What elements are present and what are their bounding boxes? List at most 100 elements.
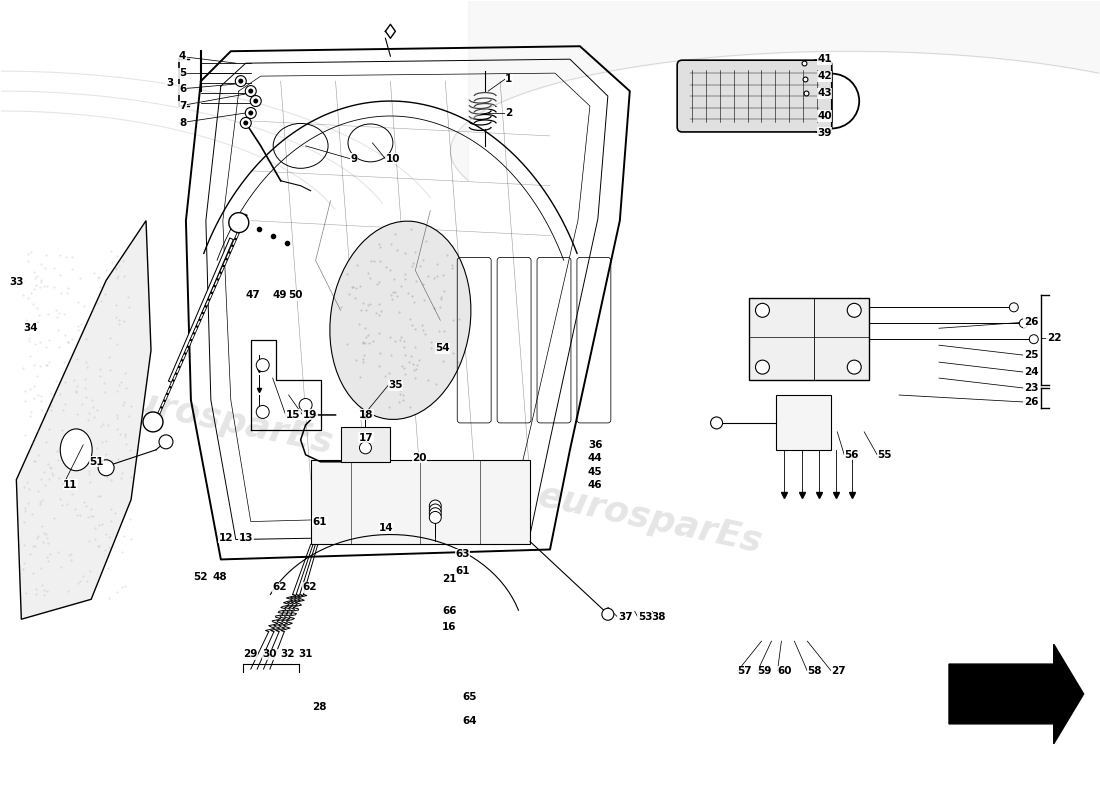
Circle shape xyxy=(756,303,769,318)
Text: 1: 1 xyxy=(505,74,513,84)
Text: 39: 39 xyxy=(817,128,832,138)
Ellipse shape xyxy=(330,221,471,419)
Circle shape xyxy=(1020,318,1028,328)
Text: 24: 24 xyxy=(1024,367,1038,377)
Text: 20: 20 xyxy=(412,453,427,462)
Text: 27: 27 xyxy=(832,666,846,676)
Ellipse shape xyxy=(60,429,92,470)
Text: 32: 32 xyxy=(280,649,295,659)
Text: 45: 45 xyxy=(587,466,603,477)
Text: 12: 12 xyxy=(219,533,233,542)
Text: 33: 33 xyxy=(10,278,24,287)
Text: 31: 31 xyxy=(298,649,314,659)
Text: 58: 58 xyxy=(807,666,822,676)
Text: 8: 8 xyxy=(179,118,186,128)
Text: 41: 41 xyxy=(817,54,832,64)
Text: 64: 64 xyxy=(462,716,476,726)
Circle shape xyxy=(249,89,253,94)
Text: 54: 54 xyxy=(436,343,450,353)
Text: 57: 57 xyxy=(737,666,752,676)
Text: 5: 5 xyxy=(179,68,186,78)
Text: 21: 21 xyxy=(442,574,456,584)
Text: 2: 2 xyxy=(505,108,513,118)
Polygon shape xyxy=(949,644,1084,744)
Text: 17: 17 xyxy=(359,433,373,443)
Text: 60: 60 xyxy=(778,666,792,676)
Text: 61: 61 xyxy=(455,566,470,577)
Circle shape xyxy=(847,303,861,318)
Text: 65: 65 xyxy=(462,692,476,702)
Circle shape xyxy=(160,435,173,449)
Text: 29: 29 xyxy=(243,649,257,659)
Circle shape xyxy=(429,500,441,512)
Text: 42: 42 xyxy=(817,71,832,81)
Text: 28: 28 xyxy=(312,702,327,712)
Bar xyxy=(341,427,390,462)
Text: 66: 66 xyxy=(442,606,456,616)
Text: 40: 40 xyxy=(817,111,832,121)
Text: 37: 37 xyxy=(618,612,632,622)
Text: 47: 47 xyxy=(245,290,261,300)
Text: 10: 10 xyxy=(385,154,400,164)
Circle shape xyxy=(429,511,441,523)
Circle shape xyxy=(256,358,270,371)
Text: 25: 25 xyxy=(1024,350,1038,360)
Circle shape xyxy=(251,95,261,106)
Bar xyxy=(310,460,530,545)
Text: 11: 11 xyxy=(63,480,78,490)
Text: 55: 55 xyxy=(877,450,892,460)
Text: 23: 23 xyxy=(1024,383,1038,393)
Text: 26: 26 xyxy=(1024,318,1038,327)
Circle shape xyxy=(239,78,243,84)
Circle shape xyxy=(249,110,253,115)
Circle shape xyxy=(756,360,769,374)
Circle shape xyxy=(245,86,256,97)
Text: 63: 63 xyxy=(455,550,470,559)
Text: 13: 13 xyxy=(239,533,253,542)
Circle shape xyxy=(360,442,372,454)
Text: 3: 3 xyxy=(166,78,173,88)
Text: 16: 16 xyxy=(442,622,456,632)
Text: 15: 15 xyxy=(286,410,300,420)
Text: 53: 53 xyxy=(638,612,652,622)
Circle shape xyxy=(1030,334,1038,344)
Text: 50: 50 xyxy=(288,290,304,300)
Circle shape xyxy=(245,107,256,118)
Text: 9: 9 xyxy=(351,154,358,164)
Circle shape xyxy=(429,508,441,520)
Circle shape xyxy=(1010,303,1019,312)
Circle shape xyxy=(711,417,723,429)
Circle shape xyxy=(429,504,441,516)
Circle shape xyxy=(229,213,249,233)
Circle shape xyxy=(253,98,258,103)
Text: 34: 34 xyxy=(23,323,38,334)
Text: 49: 49 xyxy=(273,290,287,300)
Text: 4: 4 xyxy=(179,51,186,61)
Circle shape xyxy=(240,118,251,129)
Text: 7: 7 xyxy=(179,101,186,111)
Text: 36: 36 xyxy=(587,440,603,450)
Text: 51: 51 xyxy=(89,457,103,466)
Circle shape xyxy=(98,460,114,476)
Circle shape xyxy=(602,608,614,620)
Text: 48: 48 xyxy=(213,572,228,582)
Text: 61: 61 xyxy=(312,517,327,526)
Text: eurosparEs: eurosparEs xyxy=(535,479,766,560)
Text: 6: 6 xyxy=(179,84,186,94)
Circle shape xyxy=(299,398,312,411)
Text: 19: 19 xyxy=(302,410,317,420)
Text: 62: 62 xyxy=(273,582,287,592)
Circle shape xyxy=(235,76,246,86)
Circle shape xyxy=(243,121,249,126)
Text: 38: 38 xyxy=(651,612,667,622)
Bar xyxy=(749,298,869,380)
Text: 26: 26 xyxy=(1024,397,1038,407)
Circle shape xyxy=(256,406,270,418)
Text: 18: 18 xyxy=(359,410,373,420)
Text: eurosparEs: eurosparEs xyxy=(106,379,337,460)
Text: 59: 59 xyxy=(758,666,772,676)
Bar xyxy=(777,395,832,450)
Text: 30: 30 xyxy=(263,649,277,659)
Text: 56: 56 xyxy=(845,450,859,460)
Text: 52: 52 xyxy=(192,572,208,582)
